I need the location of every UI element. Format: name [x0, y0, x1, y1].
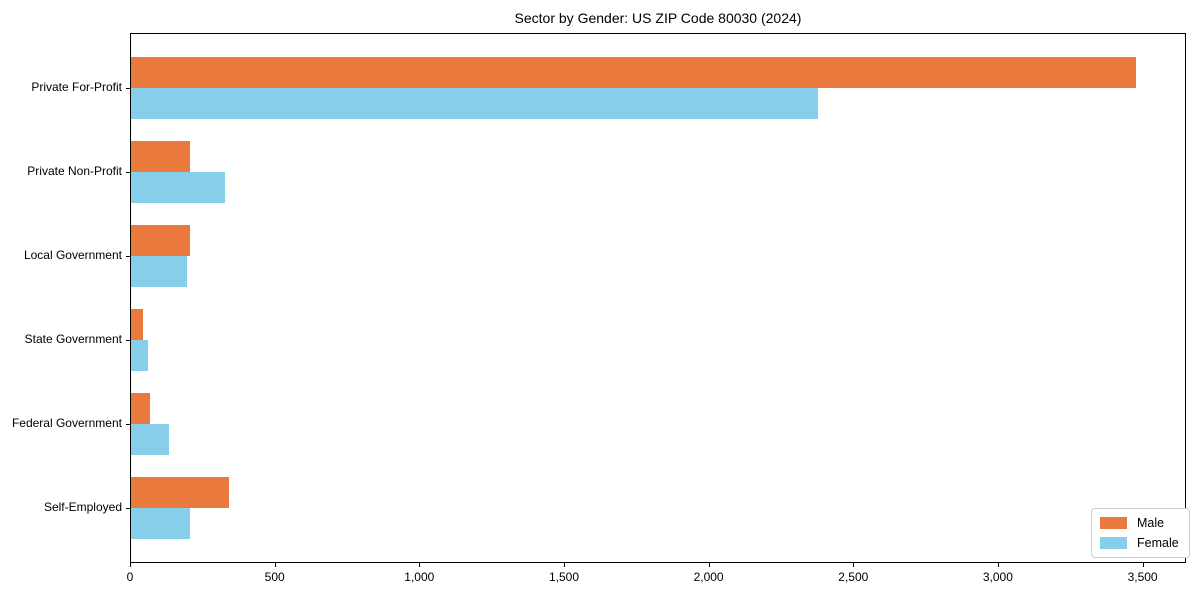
- bar-female-3: [131, 256, 188, 287]
- x-tick-label: 1,500: [548, 570, 580, 584]
- x-tick-label: 2,000: [693, 570, 724, 584]
- bar-female-2: [131, 172, 225, 203]
- bar-male-6: [131, 477, 230, 508]
- plot-area: Male Female: [130, 33, 1190, 563]
- y-tick-mark: [126, 88, 130, 89]
- x-tick-mark: [274, 563, 276, 567]
- y-tick-mark: [126, 172, 130, 173]
- x-tick-label: 3,500: [1127, 570, 1158, 584]
- legend-entry-male: Male: [1100, 516, 1179, 530]
- x-tick-mark: [1142, 563, 1144, 567]
- x-tick-label: 3,000: [982, 570, 1013, 584]
- bar-male-1: [131, 57, 1137, 88]
- legend-entry-female: Female: [1100, 536, 1179, 550]
- y-tick-label-1: Private For-Profit: [31, 80, 122, 94]
- male-swatch: [1100, 517, 1127, 529]
- x-tick-mark: [564, 563, 565, 567]
- x-tick-mark: [419, 563, 421, 567]
- legend-label-male: Male: [1137, 516, 1165, 530]
- x-tick-label: 1,000: [404, 570, 435, 584]
- y-tick-mark: [126, 424, 130, 425]
- y-tick-label-4: State Government: [24, 332, 122, 346]
- y-tick-label-5: Federal Government: [11, 416, 122, 430]
- legend-label-female: Female: [1137, 536, 1179, 550]
- bar-male-2: [131, 141, 191, 172]
- bar-male-4: [131, 309, 143, 340]
- bar-male-3: [131, 225, 191, 256]
- y-tick-mark: [126, 256, 130, 257]
- x-tick-mark: [997, 563, 999, 567]
- chart-title: Sector by Gender: US ZIP Code 80030 (202…: [514, 10, 802, 26]
- bar-female-5: [131, 424, 169, 455]
- y-tick-mark: [126, 340, 130, 341]
- bar-male-5: [131, 393, 150, 424]
- y-tick-mark: [126, 508, 130, 509]
- y-tick-label-2: Private Non-Profit: [27, 164, 122, 178]
- y-tick-label-6: Self-Employed: [43, 500, 122, 514]
- x-tick-mark: [708, 563, 710, 567]
- x-tick-label: 2,500: [838, 570, 869, 584]
- x-tick-mark: [130, 563, 131, 567]
- bar-female-6: [131, 508, 191, 539]
- legend: Male Female: [1091, 508, 1190, 558]
- x-tick-label: 0: [126, 570, 134, 584]
- x-tick-mark: [853, 563, 855, 567]
- bar-female-1: [131, 88, 819, 119]
- x-tick-label: 500: [264, 570, 285, 584]
- female-swatch: [1100, 537, 1127, 549]
- y-tick-label-3: Local Government: [23, 248, 122, 262]
- bar-female-4: [131, 340, 149, 371]
